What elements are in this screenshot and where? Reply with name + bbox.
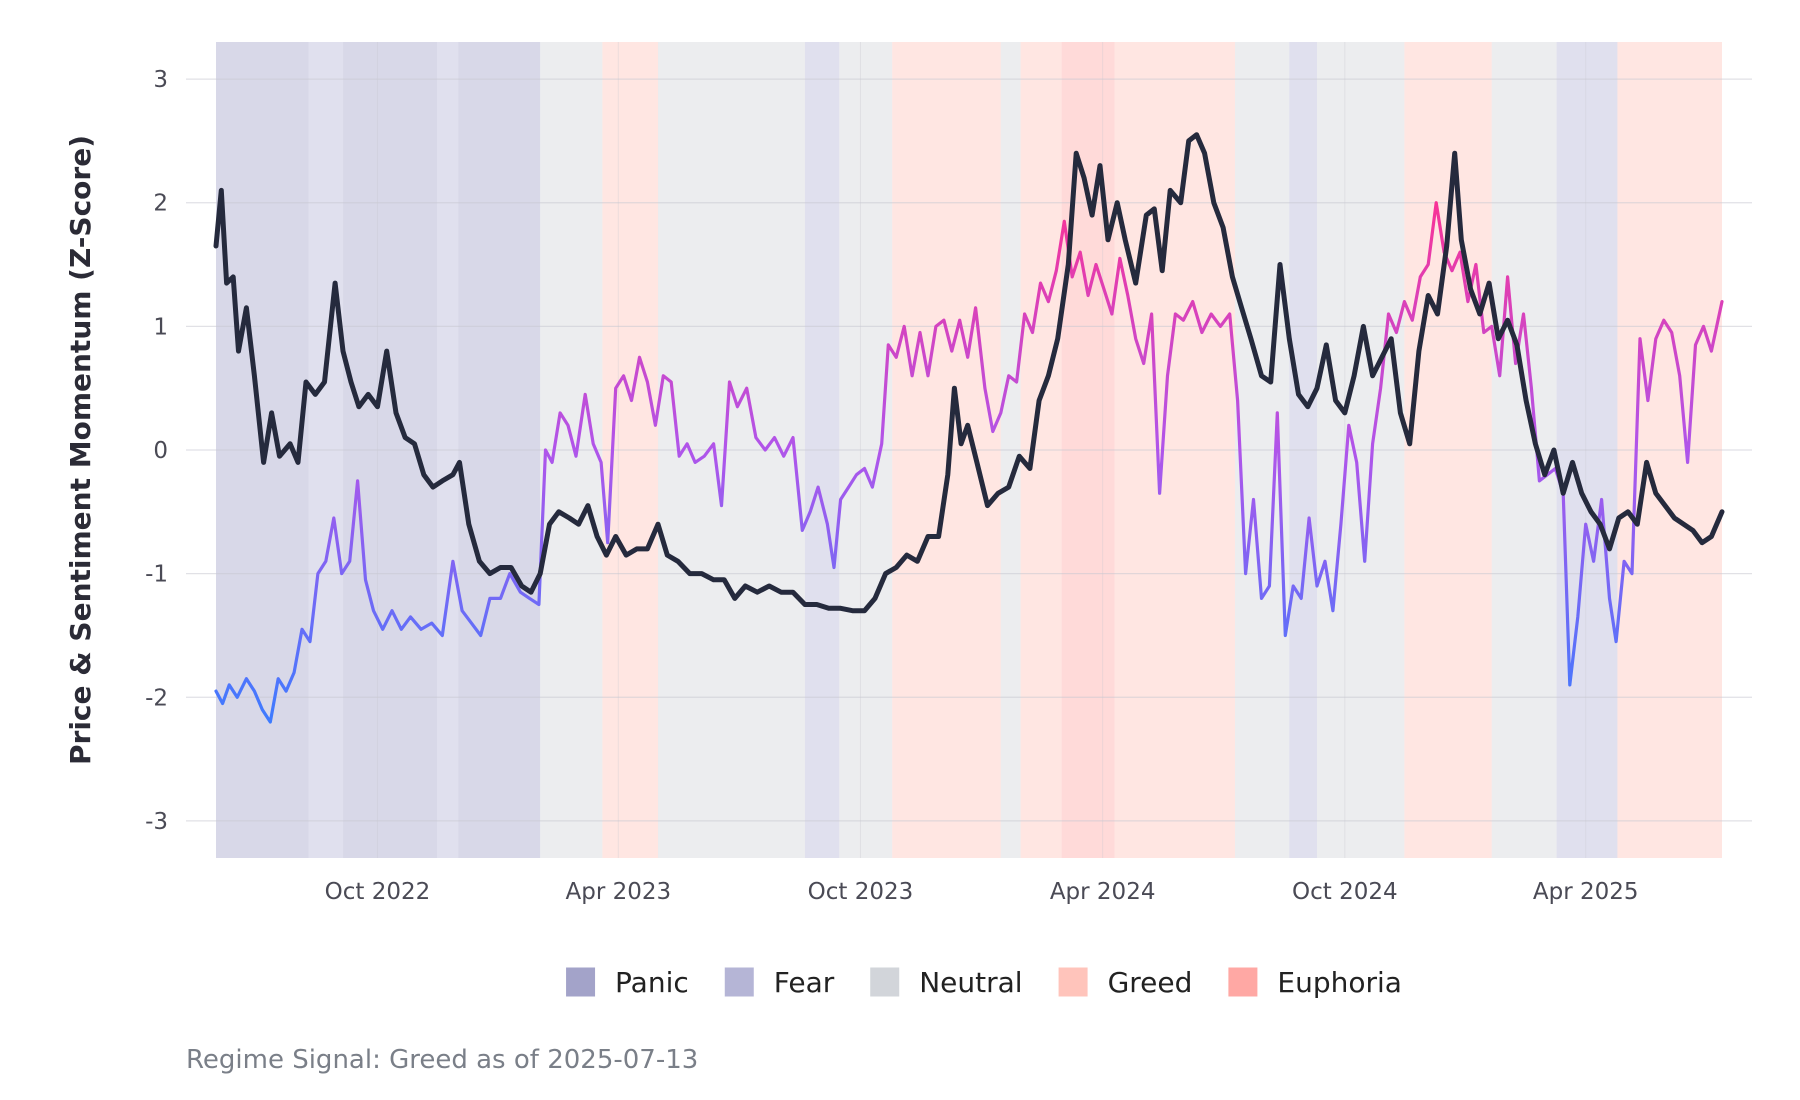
x-axis: Oct 2022 Apr 2023 Oct 2023 Apr 2024 Oct 2024…: [325, 879, 1639, 905]
legend-item-panic: Panic: [566, 966, 689, 999]
x-tick-label: Apr 2025: [1533, 879, 1639, 905]
legend-label: Panic: [615, 966, 689, 999]
legend-item-greed: Greed: [1058, 966, 1193, 999]
gridlines: [186, 42, 1752, 858]
legend-swatch: [566, 967, 596, 997]
x-tick-label: Oct 2022: [325, 879, 431, 905]
y-tick-label: 1: [153, 314, 168, 340]
legend-swatch: [1058, 967, 1088, 997]
x-tick-label: Apr 2024: [1050, 879, 1156, 905]
x-tick-label: Apr 2023: [565, 879, 671, 905]
x-tick-label: Oct 2023: [808, 879, 914, 905]
legend-swatch: [870, 967, 900, 997]
x-tick-label: Oct 2024: [1292, 879, 1398, 905]
legend-label: Greed: [1108, 966, 1193, 999]
regime-signal-caption: Regime Signal: Greed as of 2025-07-13: [186, 1045, 698, 1075]
legend-label: Euphoria: [1277, 966, 1402, 999]
y-tick-label: 3: [153, 67, 168, 93]
y-tick-label: -1: [145, 562, 168, 588]
legend-label: Neutral: [919, 966, 1022, 999]
y-tick-label: -3: [145, 809, 168, 835]
y-tick-label: -2: [145, 685, 168, 711]
legend-swatch: [1228, 967, 1258, 997]
legend-item-fear: Fear: [724, 966, 835, 999]
legend: Panic Fear Neutral Greed Euphoria: [566, 966, 1402, 999]
price-line: [213, 132, 1725, 614]
legend-item-neutral: Neutral: [870, 966, 1023, 999]
legend-swatch: [724, 967, 754, 997]
y-axis-label: Price & Sentiment Momentum (Z-Score): [64, 135, 97, 765]
y-tick-label: 0: [153, 438, 168, 464]
y-axis: 3 2 1 0 -1 -2 -3: [145, 67, 168, 835]
legend-item-euphoria: Euphoria: [1228, 966, 1402, 999]
legend-label: Fear: [774, 966, 835, 999]
y-tick-label: 2: [153, 191, 168, 217]
series-lines: [213, 132, 1725, 724]
sentiment-line: [214, 201, 1724, 724]
